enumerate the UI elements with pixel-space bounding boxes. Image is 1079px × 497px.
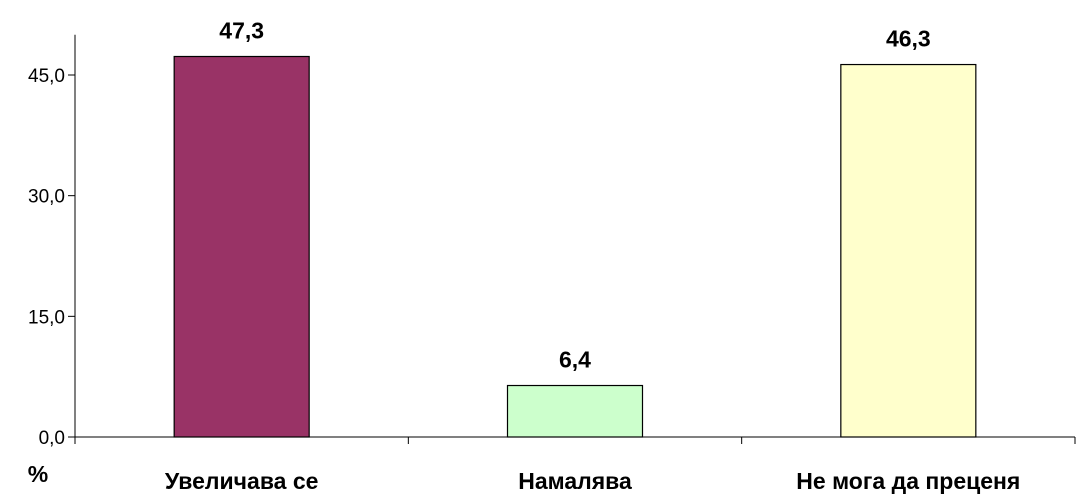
y-tick-label: 15,0 xyxy=(28,307,65,328)
bar xyxy=(173,55,310,438)
y-tick-label: 0,0 xyxy=(39,428,65,449)
category-label: Увеличава се xyxy=(165,468,319,494)
category-label: Не мога да преценя xyxy=(796,468,1020,494)
data-label: 46,3 xyxy=(886,26,931,52)
bars xyxy=(173,55,977,438)
y-tick-label: 45,0 xyxy=(28,66,65,87)
category-label: Намалява xyxy=(518,468,632,494)
labels: 47,3 Увеличава се 6,4 Намалява 46,3 Не мога д… xyxy=(165,17,1020,494)
bar xyxy=(506,384,644,438)
y-axis-label: % xyxy=(28,461,48,487)
data-label: 47,3 xyxy=(219,17,264,43)
y-tick-label: 30,0 xyxy=(28,187,65,208)
data-label: 6,4 xyxy=(559,347,591,373)
bar xyxy=(840,63,977,438)
